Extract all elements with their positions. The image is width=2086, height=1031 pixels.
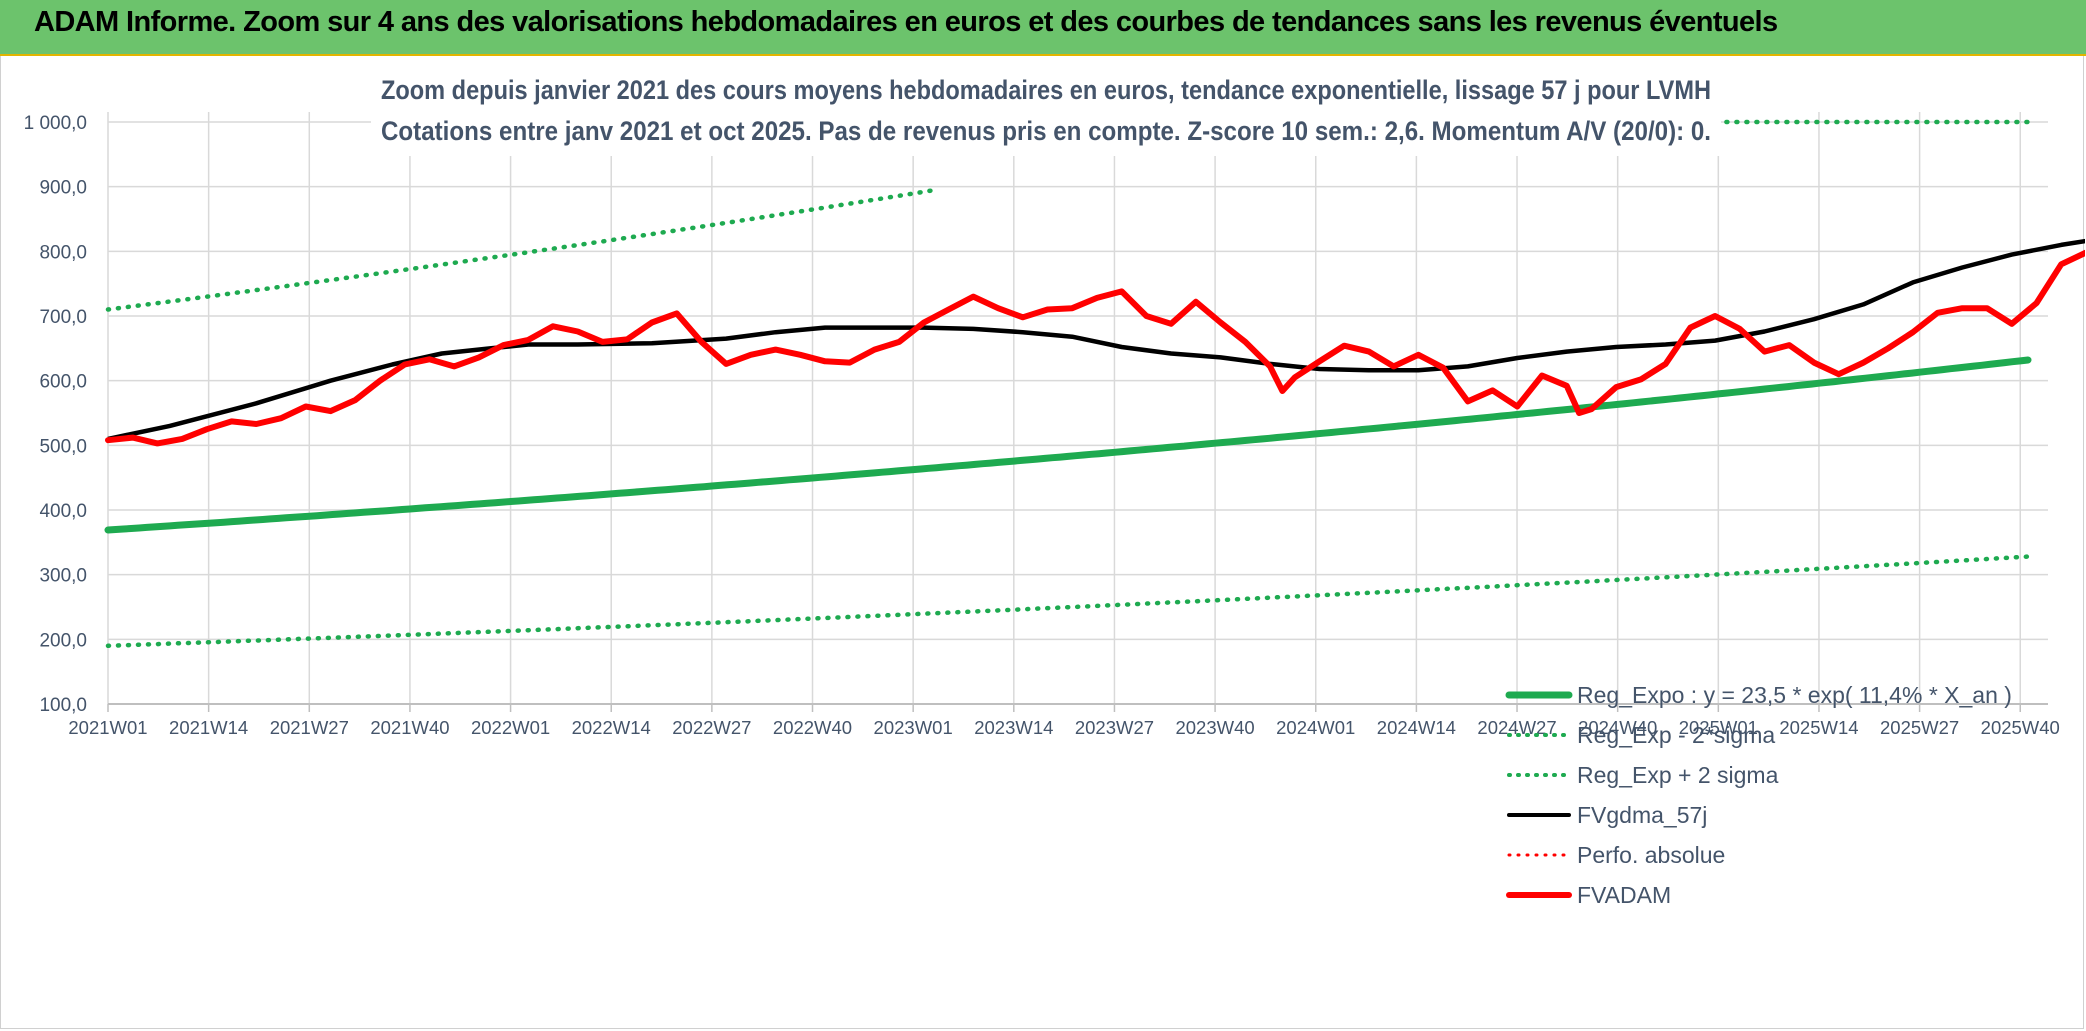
title-background	[371, 60, 1721, 156]
x-tick-label: 2025W27	[1880, 717, 1959, 738]
legend: Reg_Expo : y = 23,5 * exp( 11,4% * X_an …	[1505, 682, 2012, 908]
legend-label-low: Reg_Exp - 2*sigma	[1577, 722, 1775, 748]
y-tick-label: 900,0	[39, 178, 87, 199]
x-tick-label: 2023W27	[1075, 717, 1154, 738]
chart-title-line: Zoom depuis janvier 2021 des cours moyen…	[381, 75, 1711, 105]
x-tick-label: 2021W01	[68, 717, 147, 738]
x-tick-label: 2022W01	[471, 717, 550, 738]
series-group	[104, 119, 2085, 649]
gridlines	[107, 112, 2048, 704]
y-tick-label: 700,0	[39, 307, 87, 328]
series-line-fvadam	[105, 249, 2085, 447]
x-tick-label: 2022W40	[773, 717, 852, 738]
series-line-fvgdma	[107, 238, 2085, 442]
x-tick-label: 2024W27	[1477, 717, 1556, 738]
axes: 100,0 200,0 300,0 400,0 500,0 600,0 700,0 800,0…	[24, 113, 2060, 738]
y-tick-label: 600,0	[39, 372, 87, 393]
x-tick-label: 2023W01	[874, 717, 953, 738]
x-tick-label: 2021W27	[270, 717, 349, 738]
y-tick-label: 800,0	[39, 242, 87, 263]
y-tick-label: 300,0	[39, 566, 87, 587]
x-tick-label: 2022W27	[672, 717, 751, 738]
legend-label-high: Reg_Exp + 2 sigma	[1577, 762, 1779, 788]
x-tick-label: 2023W40	[1175, 717, 1254, 738]
x-tick-label: 2024W40	[1578, 717, 1657, 738]
y-tick-label: 200,0	[39, 630, 87, 651]
legend-label-fvg: FVgdma_57j	[1577, 802, 1707, 828]
y-tick-label: 100,0	[39, 695, 87, 716]
y-tick-label: 400,0	[39, 501, 87, 522]
x-tick-label: 2021W40	[370, 717, 449, 738]
y-tick-label: 1 000,0	[24, 113, 87, 134]
x-tick-label: 2024W01	[1276, 717, 1355, 738]
x-tick-label: 2023W14	[974, 717, 1053, 738]
x-tick-label: 2025W14	[1779, 717, 1858, 738]
legend-label-fva: FVADAM	[1577, 882, 1671, 908]
y-tick-label: 500,0	[39, 436, 87, 457]
chart-area: 100,0 200,0 300,0 400,0 500,0 600,0 700,0 800,0…	[0, 56, 2085, 1029]
report-banner: ADAM Informe. Zoom sur 4 ans des valoris…	[0, 0, 2086, 56]
x-tick-label: 2024W14	[1377, 717, 1456, 738]
report-title: ADAM Informe. Zoom sur 4 ans des valoris…	[34, 6, 1778, 38]
x-tick-label: 2025W01	[1679, 717, 1758, 738]
legend-label-reg: Reg_Expo : y = 23,5 * exp( 11,4% * X_an …	[1577, 682, 2012, 708]
line-chart: 100,0 200,0 300,0 400,0 500,0 600,0 700,0 800,0…	[24, 60, 2085, 908]
series-line-reg-plus-2sigma	[105, 187, 939, 312]
x-tick-label: 2022W14	[572, 717, 651, 738]
series-line-reg-minus-2sigma	[105, 554, 2031, 649]
chart-title: Zoom depuis janvier 2021 des cours moyen…	[371, 60, 1721, 156]
series-line-reg-expo	[104, 356, 2032, 534]
chart-title-line: Cotations entre janv 2021 et oct 2025. P…	[381, 116, 1711, 146]
x-tick-label: 2025W40	[1981, 717, 2060, 738]
legend-label-perfo: Perfo. absolue	[1577, 842, 1725, 868]
x-tick-label: 2021W14	[169, 717, 248, 738]
